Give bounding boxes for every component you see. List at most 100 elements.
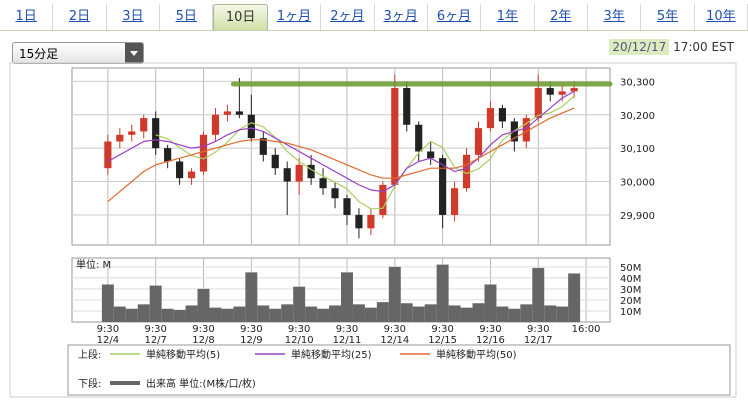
candle-body (355, 214, 363, 229)
candle-body (259, 138, 267, 155)
volume-tick-label: 20M (620, 296, 641, 307)
candle-body (379, 184, 387, 215)
x-tick-label: 9:30 (479, 324, 501, 335)
interval-dropdown[interactable]: 15分足 (12, 42, 144, 64)
legend-lower-label: 下段: (78, 377, 101, 390)
moving-average-line (107, 90, 575, 193)
price-plot-frame (71, 67, 611, 246)
volume-tick-label: 10M (620, 307, 641, 318)
volume-bar (257, 305, 270, 322)
volume-bar (125, 308, 138, 322)
range-tab[interactable]: 1日 (0, 4, 54, 30)
candle-body (223, 111, 232, 115)
volume-bar (185, 305, 198, 322)
timestamp-time: 17:00 EST (673, 40, 734, 54)
candle-body (199, 134, 208, 172)
x-date-label: 12/11 (333, 335, 362, 346)
range-tab[interactable]: 3日 (107, 4, 161, 30)
legend-entry: 出来高 単位:(M株/口/枚) (146, 377, 256, 390)
volume-bar (113, 306, 126, 322)
range-tab[interactable]: 3年 (588, 4, 642, 30)
range-tab[interactable]: 10日 (213, 4, 268, 30)
candle-body (152, 118, 160, 149)
timestamp: 20/12/17 17:00 EST (609, 39, 734, 55)
candle-body (522, 118, 530, 142)
candle-body (558, 91, 566, 95)
candle-body (427, 151, 435, 159)
volume-bar (137, 304, 150, 322)
candle-body (450, 188, 459, 215)
candle-body (367, 214, 375, 229)
legend-entry: 単純移動平均(5) (146, 348, 220, 361)
volume-bar (341, 272, 353, 322)
range-tab[interactable]: 6ヶ月 (428, 4, 482, 30)
candle-body (546, 88, 554, 95)
x-tick-label: 16:00 (572, 324, 601, 335)
volume-bar (436, 264, 449, 322)
dropdown-arrow[interactable] (125, 43, 143, 63)
range-tab[interactable]: 5日 (160, 4, 214, 30)
volume-bar (197, 288, 210, 322)
range-tab[interactable]: 3ヶ月 (375, 4, 428, 30)
volume-bar (233, 306, 246, 322)
volume-bar (400, 303, 413, 322)
legend-entry: 単純移動平均(50) (436, 348, 517, 361)
candle-body (343, 198, 351, 215)
candle-body (474, 128, 483, 155)
volume-bar (281, 304, 294, 322)
tab-bar: 1日 2日 3日 5日 10日 1ヶ月 2ヶ月 3ヶ月 6ヶ月 1年 2年 3年 5年 10年 (0, 4, 748, 31)
candle-body (176, 161, 184, 179)
candle-body (116, 134, 124, 142)
y-tick-label: 30,300 (620, 77, 655, 88)
y-tick-label: 30,100 (620, 144, 655, 155)
volume-bar (101, 284, 114, 322)
moving-average-line (107, 107, 575, 203)
range-tab[interactable]: 2ヶ月 (321, 4, 375, 30)
volume-bar (544, 305, 557, 322)
x-tick-label: 9:30 (192, 324, 214, 335)
volume-bar (209, 307, 222, 322)
volume-bar (472, 303, 485, 322)
legend-upper-label: 上段: (78, 348, 101, 361)
volume-tick-label: 50M (620, 263, 641, 274)
candle-body (307, 164, 315, 179)
volume-unit-label: 単位: M (76, 258, 111, 271)
x-tick-label: 9:30 (527, 324, 549, 335)
range-tab[interactable]: 1ヶ月 (268, 4, 322, 30)
x-date-label: 12/10 (285, 335, 314, 346)
range-tab[interactable]: 2日 (53, 4, 107, 30)
volume-bar (293, 286, 306, 322)
volume-bar (149, 285, 162, 322)
volume-bar (508, 308, 521, 322)
range-tab[interactable]: 2年 (535, 4, 588, 30)
x-tick-label: 9:30 (240, 324, 262, 335)
candle-body (403, 88, 411, 125)
candle-body (415, 124, 423, 152)
range-tab[interactable]: 1年 (481, 4, 535, 30)
x-date-label: 12/4 (97, 335, 119, 346)
x-date-label: 12/15 (428, 335, 457, 346)
x-date-label: 12/7 (144, 335, 166, 346)
x-date-label: 12/9 (240, 335, 262, 346)
candle-body (235, 111, 243, 115)
volume-bar (161, 308, 174, 322)
x-tick-label: 9:30 (288, 324, 310, 335)
y-tick-label: 30,000 (620, 178, 655, 189)
candle-body (211, 114, 220, 135)
candle-body (164, 148, 172, 162)
legend-entry: 単純移動平均(25) (291, 348, 372, 361)
candle-body (283, 168, 291, 182)
volume-bar (329, 305, 341, 322)
volume-tick-label: 30M (620, 285, 641, 296)
range-tab[interactable]: 5年 (641, 4, 695, 30)
candle-body (187, 171, 196, 179)
candle-body (331, 188, 339, 199)
volume-bar (520, 304, 533, 322)
x-tick-label: 9:30 (336, 324, 358, 335)
x-date-label: 12/17 (524, 335, 553, 346)
x-tick-label: 9:30 (97, 324, 119, 335)
candle-body (486, 108, 495, 129)
volume-bar (352, 304, 365, 322)
